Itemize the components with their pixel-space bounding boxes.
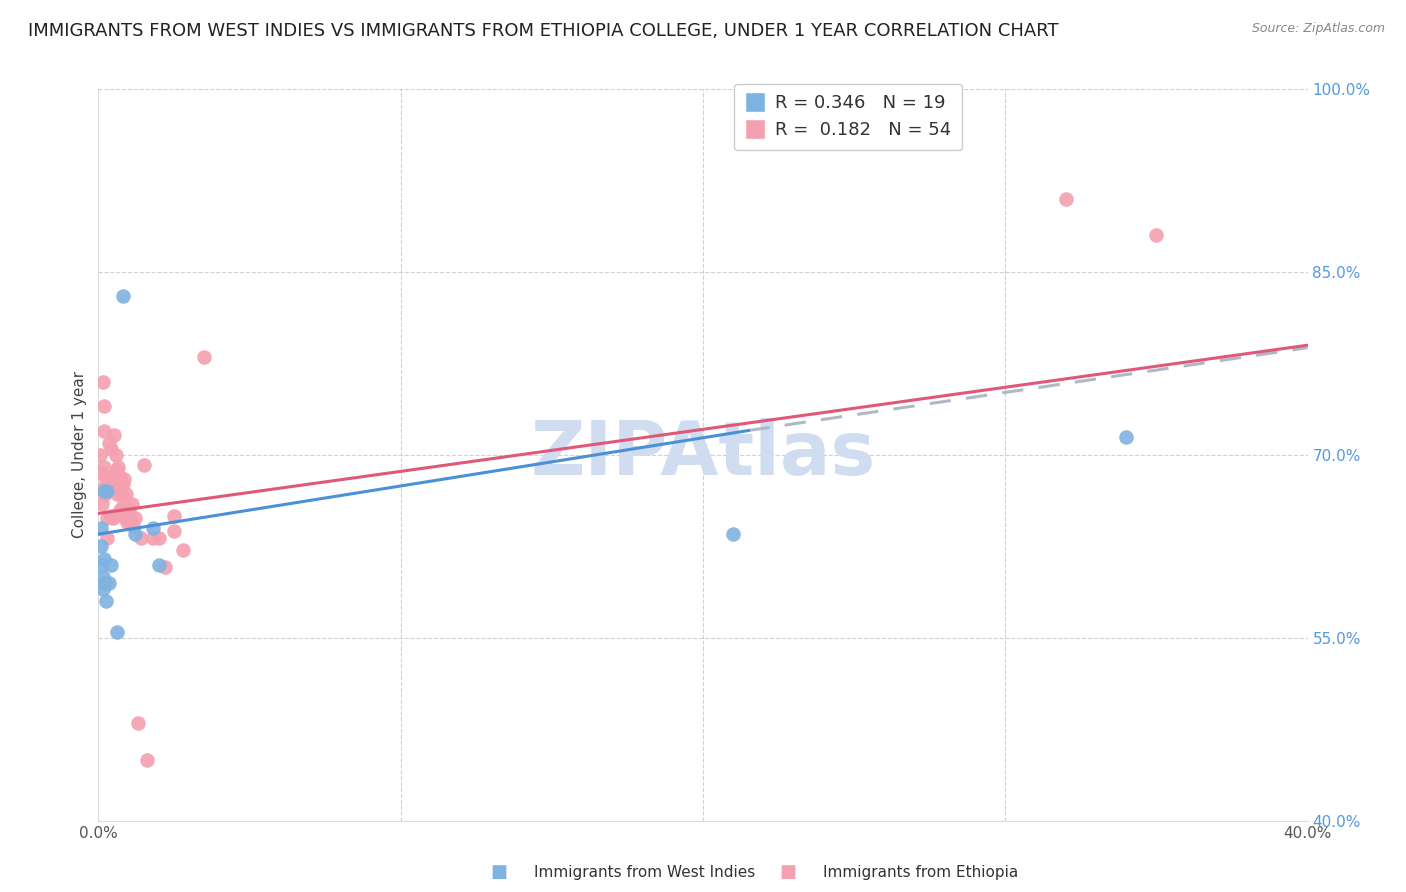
Point xyxy=(103,428,125,442)
Legend: R = 0.346   N = 19, R =  0.182   N = 54: R = 0.346 N = 19, R = 0.182 N = 54 xyxy=(734,84,962,150)
Point xyxy=(91,497,114,511)
Text: Immigrants from Ethiopia: Immigrants from Ethiopia xyxy=(823,865,1018,880)
Point xyxy=(93,484,115,499)
Point xyxy=(96,511,118,525)
Point xyxy=(105,462,128,476)
Point xyxy=(153,560,176,574)
Point xyxy=(1054,192,1077,206)
Point xyxy=(114,511,136,525)
Point xyxy=(94,472,117,486)
Point xyxy=(90,539,112,553)
Point xyxy=(98,576,121,591)
Point xyxy=(124,511,146,525)
Point xyxy=(142,521,165,535)
Text: Immigrants from West Indies: Immigrants from West Indies xyxy=(534,865,755,880)
Point xyxy=(1115,430,1137,444)
Point xyxy=(112,499,135,513)
Point xyxy=(94,487,117,501)
Text: ■: ■ xyxy=(491,863,508,881)
Point xyxy=(93,424,115,438)
Point xyxy=(104,508,127,523)
Point xyxy=(101,472,124,486)
Y-axis label: College, Under 1 year: College, Under 1 year xyxy=(72,371,87,539)
Point xyxy=(110,487,132,501)
Point xyxy=(98,475,121,489)
Point xyxy=(114,487,136,501)
Point xyxy=(723,527,745,541)
Point xyxy=(94,594,117,608)
Point xyxy=(89,448,111,462)
Point xyxy=(122,518,145,533)
Point xyxy=(90,466,112,480)
Point xyxy=(93,460,115,475)
Text: ZIPAtlas: ZIPAtlas xyxy=(530,418,876,491)
Point xyxy=(103,468,125,483)
Point xyxy=(90,482,112,496)
Point xyxy=(112,472,135,486)
Point xyxy=(100,508,122,523)
Point xyxy=(108,470,131,484)
Point xyxy=(93,551,115,566)
Point xyxy=(98,435,121,450)
Point xyxy=(91,558,114,572)
Point xyxy=(193,351,215,365)
Point xyxy=(111,289,134,303)
Point xyxy=(105,624,128,639)
Point xyxy=(96,484,118,499)
Point xyxy=(100,558,122,572)
Point xyxy=(108,475,131,489)
Point xyxy=(107,460,129,475)
Point xyxy=(135,753,157,767)
Point xyxy=(108,502,131,516)
Point xyxy=(105,487,128,501)
Point xyxy=(118,501,141,516)
Point xyxy=(91,375,114,389)
Text: ■: ■ xyxy=(779,863,796,881)
Point xyxy=(94,576,117,591)
Point xyxy=(148,558,170,572)
Text: IMMIGRANTS FROM WEST INDIES VS IMMIGRANTS FROM ETHIOPIA COLLEGE, UNDER 1 YEAR CO: IMMIGRANTS FROM WEST INDIES VS IMMIGRANT… xyxy=(28,22,1059,40)
Point xyxy=(163,508,186,523)
Point xyxy=(111,477,134,491)
Point xyxy=(132,458,155,472)
Point xyxy=(91,582,114,596)
Point xyxy=(101,511,124,525)
Point xyxy=(115,515,138,529)
Point xyxy=(120,511,142,525)
Point xyxy=(124,527,146,541)
Point xyxy=(96,531,118,545)
Point xyxy=(148,531,170,545)
Point xyxy=(91,570,114,584)
Point xyxy=(127,716,149,731)
Point xyxy=(100,442,122,456)
Point xyxy=(129,531,152,545)
Point xyxy=(142,531,165,545)
Point xyxy=(93,399,115,413)
Text: Source: ZipAtlas.com: Source: ZipAtlas.com xyxy=(1251,22,1385,36)
Point xyxy=(90,521,112,535)
Point xyxy=(104,448,127,462)
Point xyxy=(96,484,118,499)
Point xyxy=(163,524,186,538)
Point xyxy=(1144,228,1167,243)
Point xyxy=(172,543,194,558)
Point xyxy=(121,497,143,511)
